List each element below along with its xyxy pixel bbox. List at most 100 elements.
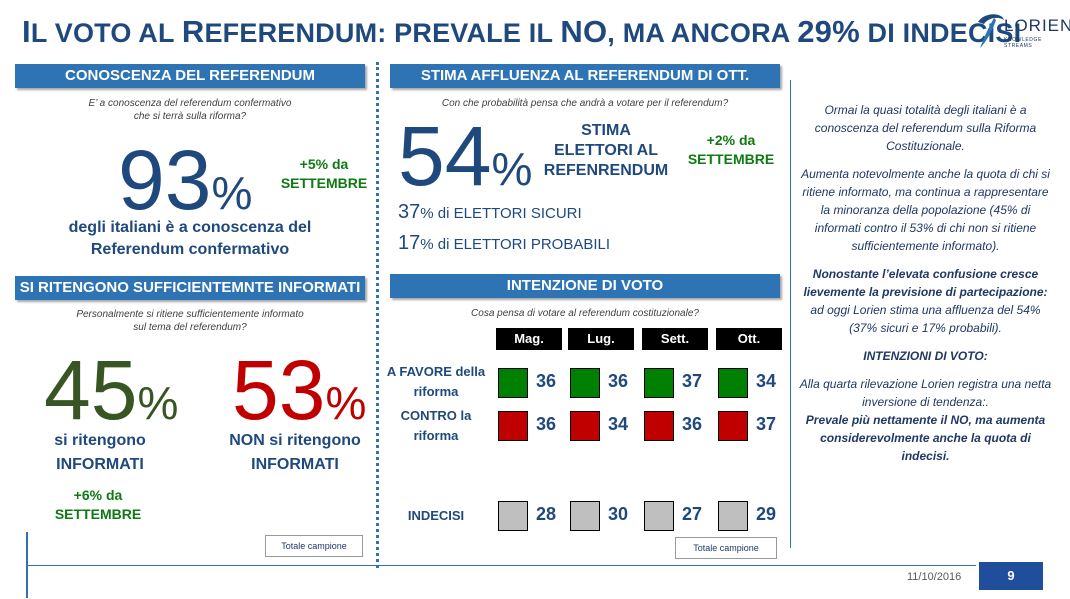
percentage-number: 53	[232, 343, 326, 437]
value-label: 36	[536, 371, 557, 391]
value-label: 34	[756, 371, 777, 391]
footer-date: 11/10/2016	[907, 571, 962, 583]
commentary-paragraph: Alla quarta rilevazione Lorien registra …	[799, 377, 1052, 409]
informati-band: SI RITENGONO SUFFICIENTEMNTE INFORMATI	[15, 276, 365, 300]
value-swatch	[644, 411, 674, 441]
value-swatch	[498, 411, 528, 441]
value-swatch	[644, 501, 674, 531]
series-label-line: INDECISI	[407, 508, 465, 523]
caption-line: si ritengono	[54, 432, 146, 449]
percentage-number: 54	[398, 109, 492, 203]
label-line: STIMA	[581, 122, 631, 139]
question-line: che si terrà sulla riforma?	[133, 111, 247, 122]
lorien-logo: LORIEN KNOWLEDGE STREAMS	[974, 8, 1070, 52]
value-swatch	[718, 411, 748, 441]
intenzione-question: Cosa pensa di votare al referendum costi…	[471, 308, 699, 319]
delta-line: +6% da	[73, 487, 123, 503]
informati-question: Personalmente si ritiene sufficientement…	[15, 308, 365, 334]
series-label-line: A FAVORE della	[386, 364, 486, 379]
footer-line	[26, 565, 976, 566]
title-part: , MA ANCORA	[607, 18, 798, 48]
page-title: IL VOTO AL REFERENDUM: PREVALE IL NO, MA…	[22, 14, 1021, 50]
percent-sign: %	[211, 167, 253, 219]
title-part: EFERENDUM	[204, 18, 378, 48]
informati-no-caption: NON si ritengono INFORMATI	[210, 429, 380, 477]
percent-sign: %	[491, 143, 533, 195]
series-label: INDECISI	[380, 506, 492, 526]
vote-intention-table: Mag. Lug. Sett. Ott. A FAVORE della riforma 36…	[380, 326, 790, 536]
informati-no-percentage: 53%	[232, 348, 366, 445]
delta-line: SETTEMBRE	[54, 506, 142, 522]
value-label: 36	[608, 371, 629, 391]
caption-line: NON si ritengono	[229, 432, 361, 449]
series-label-line: riforma	[413, 428, 459, 443]
informati-yes-percentage: 45%	[44, 348, 178, 445]
caption-line: INFORMATI	[251, 456, 339, 473]
title-part: L VOTO AL	[30, 18, 182, 48]
affluenza-question: Con che probabilità pensa che andrà a vo…	[441, 98, 729, 109]
commentary-heading: INTENZIONI DI VOTO:	[863, 349, 988, 363]
sidebar-divider	[790, 80, 791, 548]
value-label: 27	[682, 504, 703, 524]
month-header: Ott.	[716, 328, 782, 350]
value-label: 37	[682, 371, 703, 391]
title-part: R	[181, 14, 205, 49]
conoscenza-percentage: 93%	[118, 138, 252, 235]
value-swatch	[570, 368, 600, 398]
informati-sample-note: Totale campione	[265, 535, 363, 557]
percent-sign: %	[137, 377, 179, 429]
commentary-bold: Nonostante l’elevata confusione cresce l…	[803, 267, 1048, 299]
month-header: Lug.	[568, 328, 634, 350]
question-line: Personalmente si ritiene sufficientement…	[76, 309, 304, 320]
sidebar-commentary: Ormai la quasi totalità degli italiani è…	[798, 101, 1053, 475]
intenzione-band: INTENZIONE DI VOTO	[390, 274, 780, 298]
title-part: : PREVALE IL	[377, 18, 561, 48]
delta-line: +2% da	[706, 132, 756, 148]
affluenza-sicuri: 37% di ELETTORI SICURI	[398, 201, 582, 224]
question-line: E’ a conoscenza del referendum confermat…	[88, 98, 292, 109]
percentage-number: 45	[44, 343, 138, 437]
value-swatch	[718, 368, 748, 398]
conoscenza-delta: +5% da SETTEMBRE	[278, 155, 370, 193]
affluenza-percentage: 54%	[398, 114, 532, 211]
value-label: 29	[756, 504, 777, 524]
affluenza-probabili: 17% di ELETTORI PROBABILI	[398, 232, 610, 255]
series-label: A FAVORE della riforma	[380, 362, 492, 402]
delta-line: +5% da	[299, 156, 349, 172]
probabili-number: 17	[398, 232, 421, 254]
value-swatch	[498, 368, 528, 398]
logo-swirl-icon	[978, 14, 1004, 48]
value-label: 34	[608, 414, 629, 434]
commentary-paragraph: Ormai la quasi totalità degli italiani è…	[814, 103, 1037, 153]
value-swatch	[718, 501, 748, 531]
column-divider	[376, 62, 379, 568]
page-number: 9	[979, 562, 1043, 590]
value-label: 30	[608, 504, 629, 524]
series-label-line: riforma	[413, 384, 459, 399]
sicuri-number: 37	[398, 201, 421, 223]
series-label: CONTRO la riforma	[380, 406, 492, 446]
title-part: I	[22, 14, 31, 49]
month-header: Sett.	[642, 328, 708, 350]
logo-tagline: KNOWLEDGE STREAMS	[1004, 37, 1042, 49]
percentage-number: 93	[118, 133, 212, 227]
intenzione-sample-note: Totale campione	[675, 537, 777, 559]
label-line: ELETTORI AL	[554, 142, 658, 159]
caption-line: degli italiani è a conoscenza del	[68, 219, 312, 236]
title-part: NO	[560, 14, 608, 49]
delta-line: SETTEMBRE	[280, 175, 368, 191]
delta-line: SETTEMBRE	[687, 151, 775, 167]
series-label-line: CONTRO la	[400, 408, 472, 423]
value-label: 37	[756, 414, 777, 434]
caption-line: INFORMATI	[56, 456, 144, 473]
month-header: Mag.	[496, 328, 562, 350]
value-swatch	[498, 501, 528, 531]
title-part: DI INDECISI	[859, 18, 1022, 48]
affluenza-band: STIMA AFFLUENZA AL REFERENDUM DI OTT.	[390, 64, 780, 88]
value-swatch	[644, 368, 674, 398]
value-label: 36	[682, 414, 703, 434]
probabili-text: % di ELETTORI PROBABILI	[420, 236, 611, 253]
value-swatch	[570, 411, 600, 441]
affluenza-label: STIMA ELETTORI AL REFENRENDUM	[532, 121, 680, 181]
conoscenza-band: CONOSCENZA DEL REFERENDUM	[15, 64, 365, 88]
